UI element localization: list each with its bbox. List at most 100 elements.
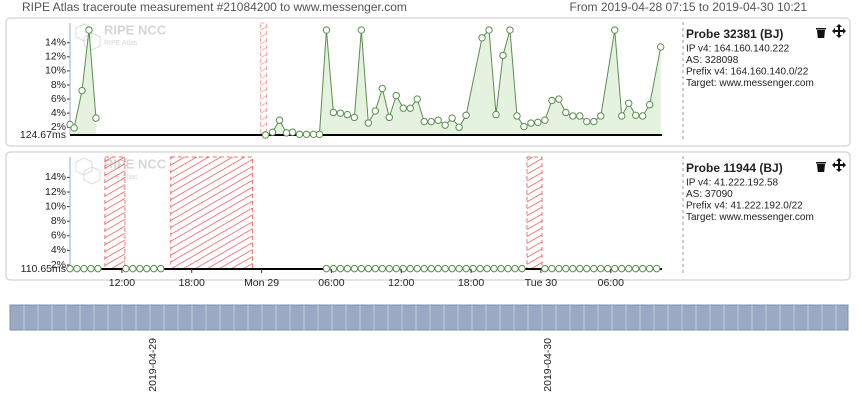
- data-point: [519, 265, 525, 271]
- probe-name: Probe 11944 (BJ): [686, 161, 783, 175]
- data-point: [93, 115, 99, 121]
- data-point: [358, 27, 364, 33]
- y-tick-label: 10%: [45, 200, 66, 212]
- time-range: From 2019-04-28 07:15 to 2019-04-30 10:2…: [570, 0, 808, 14]
- timeline-label: 2019-04-30: [542, 338, 554, 392]
- data-point: [591, 265, 597, 271]
- x-tick-label: 18:00: [179, 277, 205, 289]
- data-point: [81, 265, 87, 271]
- watermark-sub: RIPE Atlas: [104, 40, 138, 47]
- data-point: [632, 265, 638, 271]
- data-point: [144, 265, 150, 271]
- x-tick-label: Mon 29: [244, 277, 279, 289]
- data-point: [393, 265, 399, 271]
- x-tick-label: 12:00: [109, 277, 135, 289]
- data-point: [330, 109, 336, 115]
- data-point: [605, 265, 611, 271]
- data-point: [491, 265, 497, 271]
- data-point: [598, 265, 604, 271]
- data-point: [442, 265, 448, 271]
- data-point: [463, 112, 469, 118]
- y-tick-label: 14%: [45, 37, 66, 49]
- outage: [171, 157, 253, 269]
- baseline-label: 124.67ms: [20, 129, 66, 141]
- data-point: [435, 265, 441, 271]
- y-tick-label: 6%: [51, 230, 66, 242]
- x-tick-label: 18:00: [458, 277, 484, 289]
- data-point: [591, 118, 597, 124]
- data-point: [323, 27, 329, 33]
- data-point: [563, 265, 569, 271]
- data-point: [505, 265, 511, 271]
- data-point: [71, 125, 77, 131]
- data-point: [563, 109, 569, 115]
- y-tick-label: 12%: [45, 51, 66, 63]
- data-point: [570, 265, 576, 271]
- data-point: [386, 114, 392, 120]
- data-point: [365, 120, 371, 126]
- probe-target: Target: www.messenger.com: [686, 212, 814, 223]
- data-point: [456, 265, 462, 271]
- data-point: [74, 265, 80, 271]
- y-tick-label: 12%: [45, 186, 66, 198]
- outage: [261, 23, 267, 135]
- data-point: [542, 117, 548, 123]
- data-point: [500, 52, 506, 58]
- data-point: [351, 114, 357, 120]
- data-point: [400, 105, 406, 111]
- probe-ip: IP v4: 164.160.140.222: [686, 44, 790, 55]
- y-tick-label: 6%: [51, 93, 66, 105]
- data-point: [626, 100, 632, 106]
- data-point: [393, 92, 399, 98]
- data-point: [407, 265, 413, 271]
- probe-as: AS: 328098: [686, 55, 739, 66]
- data-point: [296, 131, 302, 137]
- data-point: [289, 129, 295, 135]
- data-point: [521, 123, 527, 129]
- data-point: [358, 265, 364, 271]
- data-point: [323, 265, 329, 271]
- data-point: [316, 131, 322, 137]
- data-point: [484, 265, 490, 271]
- data-point: [88, 265, 94, 271]
- data-point: [535, 119, 541, 125]
- data-point: [498, 265, 504, 271]
- watermark: RIPE NCC: [104, 22, 167, 37]
- data-point: [477, 265, 483, 271]
- probe-ip: IP v4: 41.222.192.58: [686, 178, 779, 189]
- data-point: [463, 265, 469, 271]
- data-point: [386, 265, 392, 271]
- data-point: [130, 265, 136, 271]
- data-point: [435, 117, 441, 123]
- data-point: [372, 265, 378, 271]
- data-point: [632, 112, 638, 118]
- x-tick-label: 06:00: [318, 277, 344, 289]
- timeline-slider[interactable]: [10, 305, 848, 330]
- data-point: [379, 85, 385, 91]
- data-point: [276, 117, 282, 123]
- data-point: [67, 265, 73, 271]
- data-point: [449, 265, 455, 271]
- data-point: [658, 44, 664, 50]
- data-point: [137, 265, 143, 271]
- probe-target: Target: www.messenger.com: [686, 78, 814, 89]
- data-point: [639, 265, 645, 271]
- data-point: [421, 265, 427, 271]
- data-point: [414, 265, 420, 271]
- y-tick-label: 14%: [45, 171, 66, 183]
- data-point: [262, 132, 268, 138]
- data-point: [619, 113, 625, 119]
- data-point: [512, 265, 518, 271]
- data-point: [428, 118, 434, 124]
- data-point: [414, 96, 420, 102]
- data-point: [639, 113, 645, 119]
- data-point: [486, 27, 492, 33]
- data-point: [549, 265, 555, 271]
- data-point: [598, 113, 604, 119]
- data-point: [379, 265, 385, 271]
- data-point: [407, 105, 413, 111]
- data-point: [528, 120, 534, 126]
- data-point: [337, 265, 343, 271]
- data-point: [584, 265, 590, 271]
- y-tick-label: 4%: [51, 244, 66, 256]
